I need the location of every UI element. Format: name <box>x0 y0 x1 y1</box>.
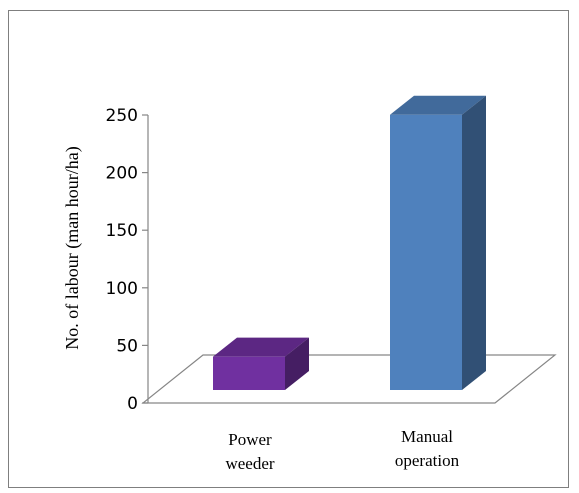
category-label-line: weeder <box>225 454 274 473</box>
category-label: Power weeder <box>225 430 274 473</box>
bar-front-face <box>213 356 285 390</box>
y-tick-label: 250 <box>106 106 138 126</box>
y-axis-title: No. of labour (man hour/ha) <box>62 146 83 349</box>
chart-floor <box>141 354 557 404</box>
y-tick-label: 0 <box>127 394 138 414</box>
y-tick-label: 200 <box>106 164 138 184</box>
bar-side-face <box>462 95 486 390</box>
category-label-line: Manual <box>401 427 453 446</box>
bar-side-face <box>285 337 309 390</box>
bar-top-face <box>213 337 309 357</box>
category-label-line: Power <box>228 430 272 449</box>
y-tick-label: 100 <box>106 279 138 299</box>
bar <box>213 337 309 390</box>
category-label: Manual operation <box>395 427 460 470</box>
bar-top-face <box>390 95 486 115</box>
y-tick-label: 150 <box>106 221 138 241</box>
category-label-line: operation <box>395 451 460 470</box>
bar-front-face <box>390 114 462 390</box>
bar <box>390 95 486 390</box>
y-tick-label: 50 <box>116 336 138 356</box>
